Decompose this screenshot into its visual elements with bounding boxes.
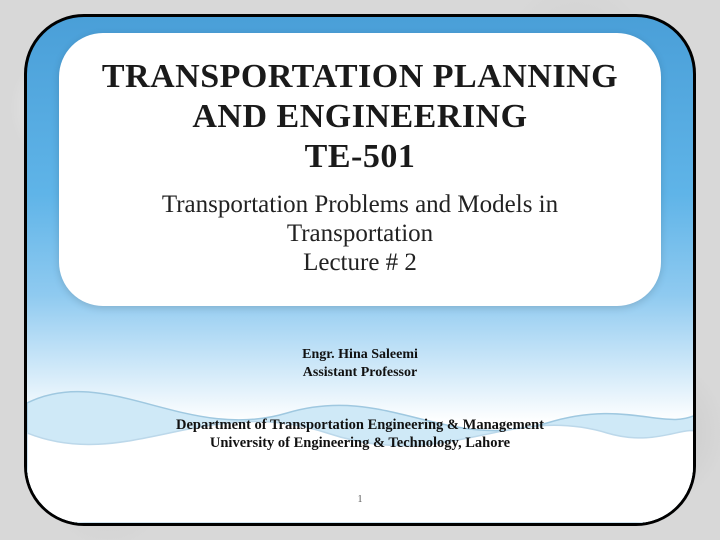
- course-title: TRANSPORTATION PLANNING AND ENGINEERING …: [89, 57, 631, 177]
- title-line: AND ENGINEERING: [89, 97, 631, 137]
- lecture-subtitle: Transportation Problems and Models in Tr…: [89, 191, 631, 277]
- affiliation-block: Department of Transportation Engineering…: [27, 417, 693, 452]
- page-number: 1: [27, 494, 693, 505]
- title-line: TRANSPORTATION PLANNING: [89, 57, 631, 97]
- department: Department of Transportation Engineering…: [27, 417, 693, 434]
- subtitle-line: Transportation: [89, 220, 631, 249]
- subtitle-line: Lecture # 2: [89, 249, 631, 278]
- author-block: Engr. Hina Saleemi Assistant Professor: [27, 347, 693, 381]
- author-name: Engr. Hina Saleemi: [27, 347, 693, 363]
- author-title: Assistant Professor: [27, 365, 693, 381]
- title-line: TE-501: [89, 137, 631, 177]
- university: University of Engineering & Technology, …: [27, 435, 693, 452]
- subtitle-line: Transportation Problems and Models in: [89, 191, 631, 220]
- slide-frame: TRANSPORTATION PLANNING AND ENGINEERING …: [24, 14, 696, 526]
- title-card: TRANSPORTATION PLANNING AND ENGINEERING …: [59, 33, 661, 306]
